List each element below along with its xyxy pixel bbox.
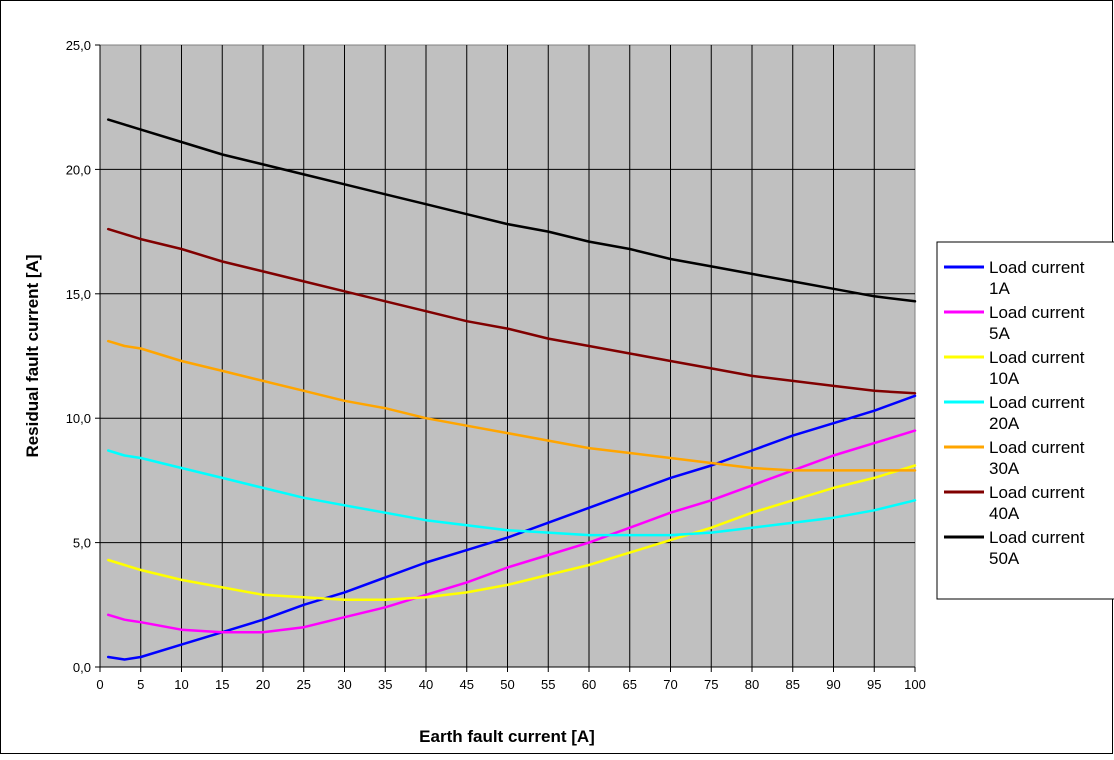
x-tick-label: 0 [96, 677, 103, 692]
x-tick-label: 50 [500, 677, 514, 692]
y-tick-label: 15,0 [66, 287, 91, 302]
y-axis-title: Residual fault current [A] [23, 254, 42, 457]
legend: Load current 1A Load current 5A Load current… [936, 241, 1114, 600]
legend-item: Load current 5A [944, 303, 1085, 343]
x-tick-label: 90 [826, 677, 840, 692]
x-axis-title: Earth fault current [A] [419, 727, 595, 746]
series-line-load-current-20a [106, 449, 917, 537]
legend-item: Load current 40A [944, 483, 1085, 523]
y-tick-label: 25,0 [66, 38, 91, 53]
series-line-load-current-1a [106, 394, 917, 661]
series-line-load-current-40a [106, 227, 917, 395]
series-line-load-current-5a [106, 429, 917, 634]
x-tick-label: 80 [745, 677, 759, 692]
legend-item: Load current 30A [944, 438, 1085, 478]
y-tick-label: 10,0 [66, 411, 91, 426]
x-tick-label: 35 [378, 677, 392, 692]
x-tick-label: 40 [419, 677, 433, 692]
x-tick-label: 65 [623, 677, 637, 692]
series-line-load-current-30a [106, 339, 917, 472]
series-line-load-current-50a [106, 118, 917, 303]
legend-label: Load current 50A [989, 528, 1085, 568]
y-tick-label: 5,0 [73, 536, 91, 551]
x-tick-label: 30 [337, 677, 351, 692]
x-tick-label: 85 [786, 677, 800, 692]
series-line-load-current-10a [106, 464, 917, 602]
axes: 0 5 10 15 20 25 30 35 40 45 50 55 60 65 70 75 80 85 90 95 10… [66, 38, 926, 692]
x-tick-label: 20 [256, 677, 270, 692]
y-tick-label: 20,0 [66, 162, 91, 177]
legend-item: Load current 50A [944, 528, 1085, 568]
x-tick-label: 70 [663, 677, 677, 692]
legend-item: Load current 10A [944, 348, 1085, 388]
x-tick-label: 15 [215, 677, 229, 692]
legend-label: Load current 30A [989, 438, 1085, 478]
grid-lines [100, 45, 915, 667]
legend-label: Load current 5A [989, 303, 1085, 343]
legend-label: Load current 10A [989, 348, 1085, 388]
legend-item: Load current 1A [944, 258, 1085, 298]
legend-label: Load current 20A [989, 393, 1085, 433]
x-tick-label: 100 [904, 677, 926, 692]
x-tick-label: 10 [174, 677, 188, 692]
series-lines [106, 118, 917, 661]
x-tick-label: 5 [137, 677, 144, 692]
x-tick-label: 45 [460, 677, 474, 692]
legend-box [936, 241, 1114, 600]
x-tick-label: 95 [867, 677, 881, 692]
x-tick-label: 55 [541, 677, 555, 692]
y-tick-label: 0,0 [73, 660, 91, 675]
legend-item: Load current 20A [944, 393, 1085, 433]
x-tick-label: 25 [297, 677, 311, 692]
legend-label: Load current 40A [989, 483, 1085, 523]
x-tick-label: 60 [582, 677, 596, 692]
x-tick-label: 75 [704, 677, 718, 692]
legend-label: Load current 1A [989, 258, 1085, 298]
